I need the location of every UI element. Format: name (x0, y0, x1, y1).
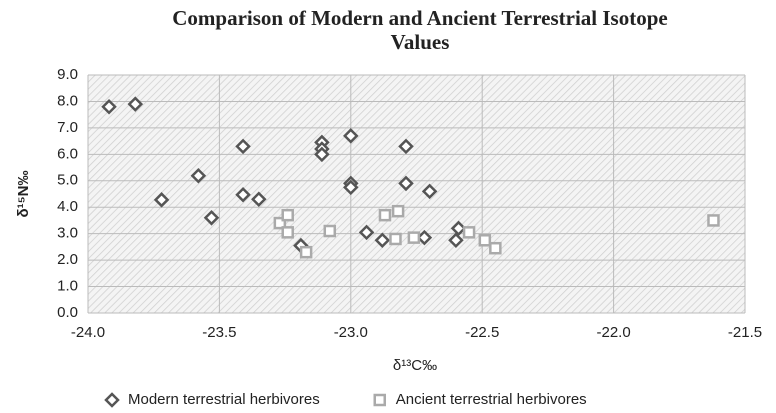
chart-title: Comparison of Modern and Ancient Terrest… (172, 6, 668, 54)
x-tick-label: -21.5 (728, 324, 762, 341)
data-point (421, 183, 438, 200)
data-point (190, 167, 207, 184)
x-tick-label: -22.0 (596, 324, 630, 341)
data-point (314, 146, 330, 163)
data-point (374, 232, 391, 249)
data-point (389, 232, 402, 246)
y-tick-label: 6.0 (57, 145, 78, 162)
data-point (127, 96, 144, 112)
data-point (281, 226, 294, 239)
data-point (391, 204, 405, 218)
data-point (450, 220, 467, 237)
legend-label: Modern terrestrial herbivores (128, 391, 320, 408)
x-tick-label: -23.0 (334, 324, 368, 341)
y-tick-label: 5.0 (57, 172, 78, 189)
legend-label: Ancient terrestrial herbivores (396, 391, 587, 408)
data-point (489, 241, 502, 255)
data-point (323, 224, 337, 238)
legend-marker (104, 392, 120, 408)
data-point (707, 214, 720, 227)
data-point (343, 128, 359, 144)
y-tick-label: 3.0 (57, 225, 78, 242)
y-tick-label: 7.0 (57, 119, 78, 136)
data-point (273, 216, 287, 230)
y-tick-label: 1.0 (57, 278, 78, 295)
data-point (203, 210, 220, 226)
y-tick-label: 0.0 (57, 304, 78, 321)
data-point (407, 231, 421, 244)
y-tick-label: 8.0 (57, 92, 78, 109)
data-point (235, 187, 251, 203)
x-tick-label: -22.5 (465, 324, 499, 341)
data-point (378, 208, 392, 222)
data-point (299, 245, 313, 259)
data-point (462, 226, 476, 239)
y-tick-label: 2.0 (57, 251, 78, 268)
x-axis-label: δ¹³C‰ (393, 357, 437, 374)
data-point (358, 224, 375, 241)
x-tick-label: -24.0 (71, 324, 105, 341)
data-point (343, 179, 359, 196)
y-tick-label: 4.0 (57, 198, 78, 215)
y-tick-label: 9.0 (57, 66, 78, 83)
data-point (281, 208, 294, 222)
data-point (416, 229, 433, 246)
data-point (478, 234, 492, 247)
plot-area (88, 75, 745, 313)
data-point (153, 192, 170, 208)
data-point (101, 98, 117, 115)
data-point (235, 138, 251, 155)
legend-marker (373, 393, 386, 407)
data-point (398, 175, 414, 192)
data-point (251, 191, 267, 208)
x-tick-label: -23.5 (202, 324, 236, 341)
data-point (398, 138, 414, 155)
data-point (448, 232, 464, 249)
y-axis-label: δ¹⁵N‰ (15, 171, 32, 218)
